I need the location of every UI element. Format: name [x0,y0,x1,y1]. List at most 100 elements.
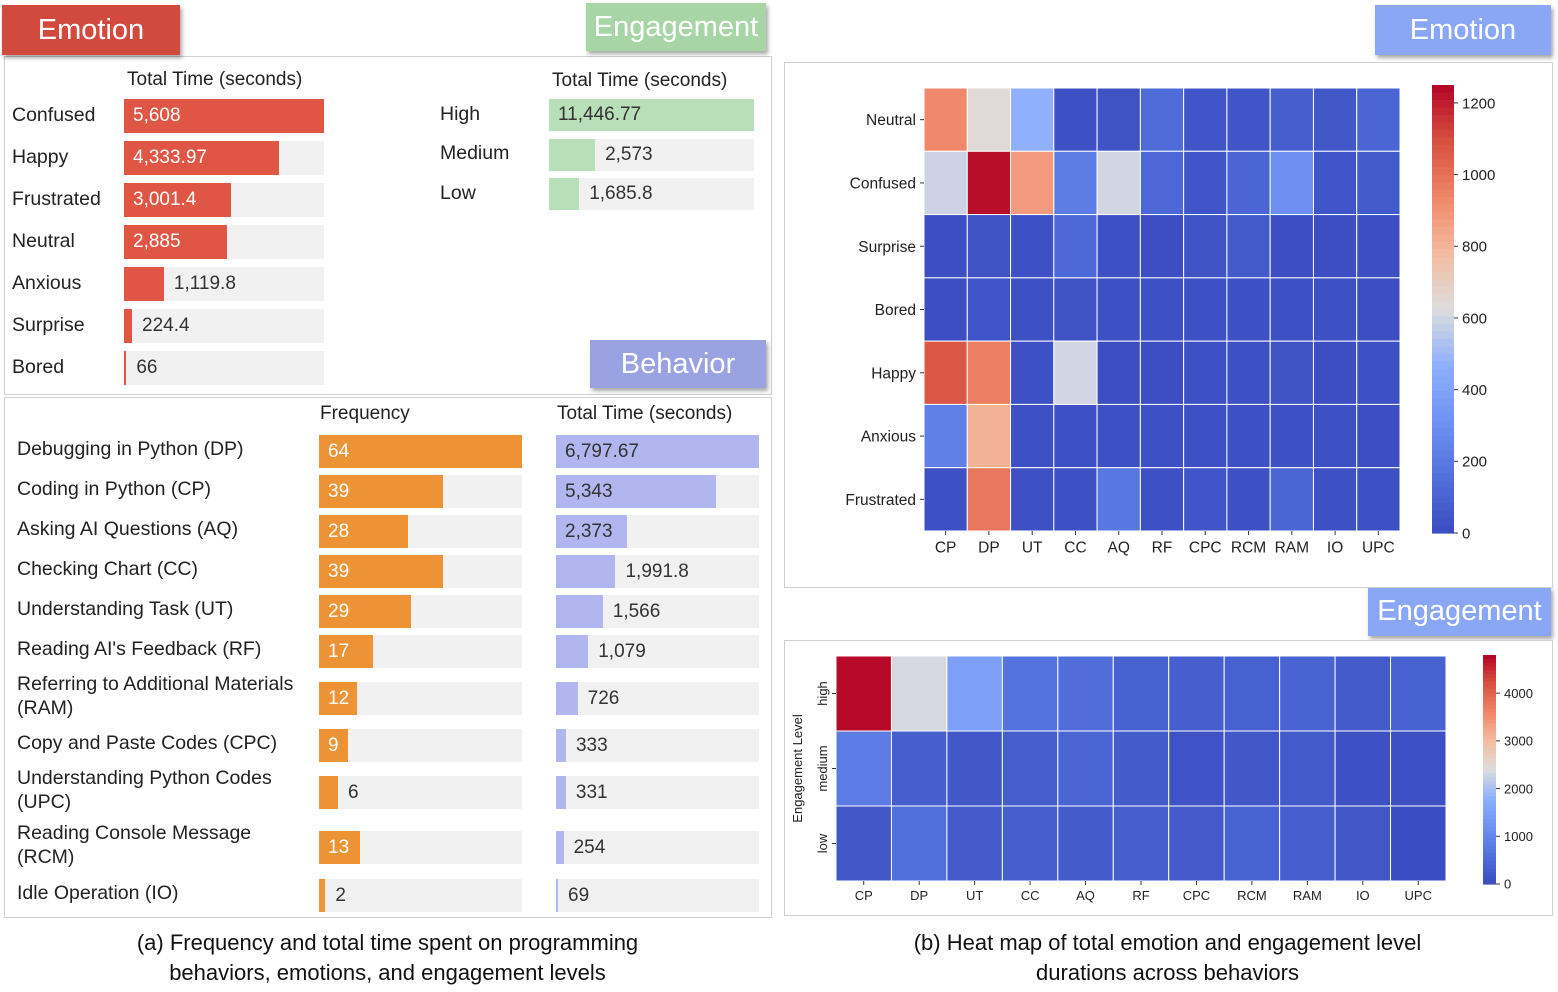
behavior-label-referring-to-additional-materials: Referring to Additional Materials (RAM) [17,673,294,719]
heatmap-cell-bored-dp [966,277,1012,342]
heatmap-cell-bored-io [1312,277,1358,342]
colorbar-segment [1432,331,1454,340]
emotion-neutral-value: 2,885 [133,231,181,252]
heatmap-cell-low-rcm [1223,805,1281,882]
behavior-frequency-copy-and-paste-codes-track: 9 [319,729,522,762]
colorbar-segment [1483,834,1496,839]
x-tick-label-cp: CP [855,888,873,903]
heatmap-cell-confused-upc [1356,150,1401,216]
engagement-heatmap-panel: CP DP UT CC AQ RF CPC RCM RAM IO UPC high medium low E… [784,640,1553,916]
behavior-frequency-referring-to-additional-materials-bar [319,682,358,715]
heatmap-cell-frustrated-rf [1139,467,1185,532]
colorbar-segment [1432,167,1454,176]
behavior-label-reading-console-message: Reading Console Message (RCM) [17,822,252,868]
behavior-frequency-understanding-python-codes-value: 6 [348,781,359,803]
colorbar-segment [1432,473,1454,482]
x-tick-label-cpc: CPC [1189,540,1222,557]
emotion-bored-value: 66 [136,357,158,378]
y-tick-label-surprise: Surprise [858,239,916,256]
emotion-surprise-bar [124,309,132,343]
colorbar-segment [1483,746,1496,752]
colorbar-segment [1432,480,1454,489]
emotion-label-surprise: Surprise [12,314,85,336]
engagement-label-medium: Medium [440,142,510,164]
colorbar-segment [1432,503,1454,512]
heatmap-cell-anxious-cc [1053,403,1098,469]
heatmap-cell-neutral-upc [1356,87,1401,152]
engagement-time-header: Total Time (seconds) [552,70,728,91]
heatmap-cell-neutral-rf [1139,87,1185,152]
heatmap-cell-medium-aq [1057,730,1114,807]
heatmap-cell-low-ram [1279,805,1336,882]
emotion-frustrated-value: 3,001.4 [133,189,197,210]
colorbar-segment [1483,735,1496,740]
heatmap-cell-frustrated-dp [966,467,1012,532]
heatmap-cell-confused-rf [1139,150,1185,216]
x-tick-label-aq: AQ [1108,540,1130,557]
colorbar-segment [1483,845,1496,851]
engagement-low-track: 1,685.8 [549,178,754,210]
behavior-label-understanding-python-codes: Understanding Python Codes (UPC) [17,767,272,813]
y-tick-label-high: high [815,681,830,706]
colorbar-segment [1432,301,1454,310]
behavior-frequency-checking-chart-track: 39 [319,555,522,588]
colorbar-segment [1483,761,1496,767]
heatmap-cell-surprise-ut [1010,214,1055,279]
colorbar-segment [1483,849,1496,855]
colorbar-segment [1483,754,1496,759]
behavior-time-copy-and-paste-codes-track: 333 [556,729,759,762]
colorbar-segment [1483,712,1496,717]
heatmap-cell-frustrated-cc [1053,467,1098,532]
colorbar-segment [1432,279,1454,288]
emotion-bored-track: 66 [124,351,324,385]
behavior-label-copy-and-paste-codes: Copy and Paste Codes (CPC) [17,732,278,754]
heatmap-cell-frustrated-io [1312,467,1358,532]
y-axis-label: Engagement Level [790,714,805,823]
x-tick-label-ram: RAM [1275,540,1309,557]
y-tick-label-neutral: Neutral [866,112,916,129]
colorbar-segment [1483,750,1496,755]
behavior-time-understanding-python-codes-bar [556,776,566,809]
colorbar-segment [1432,495,1454,504]
heatmap-cell-neutral-cp [923,87,968,152]
colorbar-segment [1432,107,1454,116]
behavior-frequency-idle-operation-track: 2 [319,879,522,912]
behavior-frequency-coding-in-python-value: 39 [328,480,350,502]
behavior-time-idle-operation-value: 69 [568,884,590,906]
heatmap-cell-anxious-ut [1010,403,1055,469]
colorbar-segment [1432,383,1454,392]
behavior-time-checking-chart-bar [556,555,616,588]
heatmap-cell-surprise-rf [1139,214,1185,279]
heatmap-cell-anxious-aq [1096,403,1141,469]
colorbar-tick-label-4000: 4000 [1504,686,1533,701]
heatmap-cell-happy-cc [1053,340,1098,405]
colorbar-segment [1432,443,1454,452]
y-tick-label-anxious: Anxious [861,429,916,446]
x-tick-label-rf: RF [1132,888,1149,903]
behavior-frequency-reading-console-message-track: 13 [319,831,522,864]
behavior-label-reading-ai-s-feedback: Reading AI's Feedback (RF) [17,638,262,660]
emotion-label-frustrated: Frustrated [12,188,101,210]
y-tick-label-bored: Bored [875,302,916,319]
behavior-label-asking-ai-questions: Asking AI Questions (AQ) [17,518,239,540]
heatmap-cell-frustrated-ram [1269,467,1314,532]
heatmap-cell-high-dp [890,655,948,732]
emotion-heatmap-panel: CP DP UT CC AQ RF CPC RCM RAM IO UPC Neutral Confuse… [784,62,1553,588]
colorbar-tick-label-1200: 1200 [1462,95,1495,112]
heatmap-cell-frustrated-cpc [1183,467,1228,532]
behavior-time-understanding-task-track: 1,566 [556,595,759,628]
heatmap-cell-bored-ut [1010,277,1055,342]
behavior-time-reading-console-message-value: 254 [573,836,606,858]
colorbar-tick-label-600: 600 [1462,310,1487,327]
heatmap-cell-bored-ram [1269,277,1314,342]
heatmap-cell-confused-ram [1269,150,1314,216]
caption-b: (b) Heat map of total emotion and engage… [840,928,1495,989]
x-tick-label-dp: DP [978,540,1000,557]
behavior-frequency-referring-to-additional-materials-track: 12 [319,682,522,715]
colorbar-segment [1483,864,1496,870]
colorbar-segment [1432,346,1454,355]
x-tick-label-ut: UT [966,888,983,903]
heatmap-cell-anxious-rf [1139,403,1185,469]
x-tick-label-cp: CP [935,540,957,557]
behavior-frequency-understanding-task-bar [319,595,411,628]
